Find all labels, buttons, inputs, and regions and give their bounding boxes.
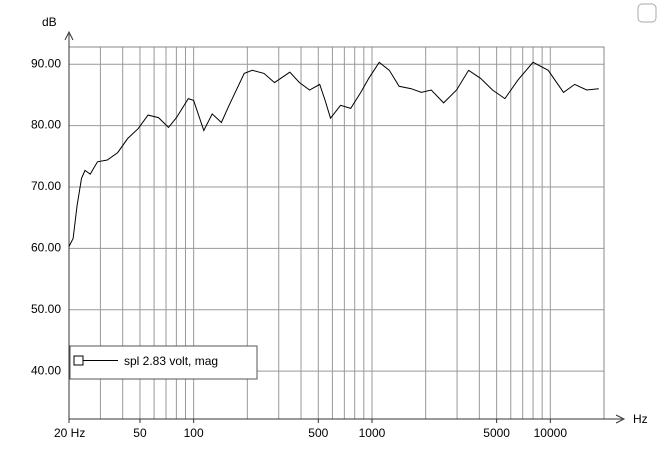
x-tick-label: 1000 <box>359 426 386 440</box>
x-tick-label: 500 <box>308 426 328 440</box>
y-arrow <box>64 30 74 41</box>
x-tick-label: 50 <box>133 426 147 440</box>
y-axis-label: dB <box>42 15 57 29</box>
line <box>68 61 599 247</box>
legend-label: spl 2.83 volt, mag <box>124 354 218 368</box>
y-tick-label: 70.00 <box>31 179 61 193</box>
x-tick-label: 5000 <box>483 426 510 440</box>
x-tick-label: 100 <box>184 426 204 440</box>
y-tick-label: 80.00 <box>31 118 61 132</box>
x-tick-label: 10000 <box>534 426 568 440</box>
x-arrow <box>615 414 626 424</box>
y-tick-label: 90.00 <box>31 56 61 70</box>
legend-swatch <box>73 355 84 366</box>
marks <box>68 61 599 247</box>
x-axis-label: Hz <box>633 412 648 426</box>
checkbox[interactable] <box>637 3 657 23</box>
legend-box <box>69 345 258 380</box>
grid <box>68 47 605 419</box>
y-tick-label: 50.00 <box>31 302 61 316</box>
y-tick-label: 60.00 <box>31 241 61 255</box>
x-tick-label: 20 Hz <box>54 426 85 440</box>
y-tick-label: 40.00 <box>31 363 61 377</box>
